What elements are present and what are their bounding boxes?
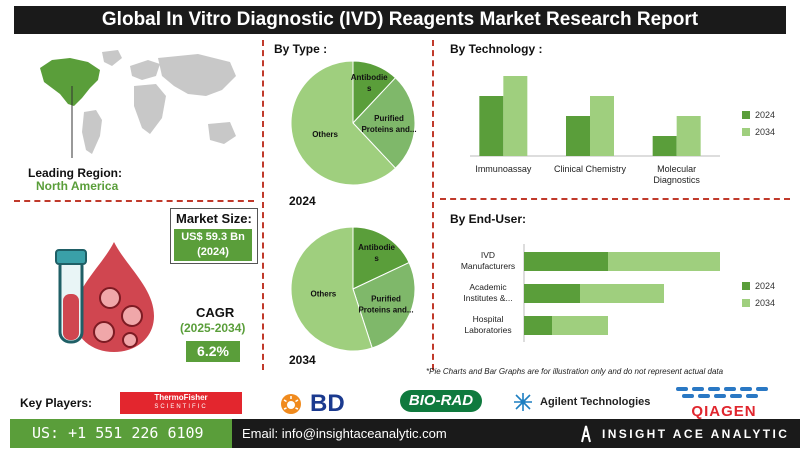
north-america-region bbox=[40, 58, 100, 106]
bd-logo: BD bbox=[280, 390, 345, 418]
greenland-region bbox=[102, 50, 122, 66]
technology-bar-chart: Immunoassay Clinical Chemistry Molecular Di… bbox=[470, 76, 720, 185]
x-tick-label: Molecular Diagnostics bbox=[653, 164, 700, 185]
cagr-value: 6.2% bbox=[186, 341, 240, 362]
pie-chart-2024: Antibodie s Purified Proteins and... Others bbox=[290, 60, 417, 186]
pie-slice-antibodies bbox=[352, 226, 410, 290]
footer-bar: Email: info@insightaceanalytic.com INSIG… bbox=[232, 419, 800, 448]
brand-name: INSIGHT ACE ANALYTIC bbox=[602, 427, 790, 441]
divider-left bbox=[14, 200, 254, 202]
brand-icon bbox=[581, 425, 591, 443]
bar-2034-clinical-chemistry bbox=[590, 96, 614, 156]
divider-vertical-1 bbox=[262, 40, 264, 370]
bar-2034-molecular-diagnostics bbox=[676, 116, 701, 156]
hbar-2034-hospital-laboratories bbox=[552, 316, 608, 335]
y-tick-label: Academic Institutes &... bbox=[463, 282, 512, 303]
key-players-label: Key Players: bbox=[20, 396, 93, 410]
biorad-logo: BIO-RAD bbox=[400, 390, 482, 412]
tech-legend: 2024 2034 bbox=[742, 110, 775, 137]
leading-region-value: North America bbox=[36, 179, 119, 193]
hbar-2024-academic-institutes bbox=[524, 284, 580, 303]
australia-region bbox=[208, 122, 236, 144]
qiagen-dots-icon bbox=[676, 387, 768, 398]
end-user-bar-chart: IVD Manufacturers Academic Institutes &... H… bbox=[461, 244, 720, 342]
cagr-period: (2025-2034) bbox=[180, 321, 246, 335]
x-tick-label: Clinical Chemistry bbox=[554, 164, 627, 174]
disclaimer-note: *Pie Charts and Bar Graphs are for illus… bbox=[426, 367, 724, 376]
pie-label: Others bbox=[312, 130, 338, 139]
y-tick-label: IVD Manufacturers bbox=[461, 250, 515, 271]
pie-slice-purified-proteins-and bbox=[352, 261, 416, 349]
bar-2034-immunoassay bbox=[503, 76, 528, 156]
legend-2024: 2024 bbox=[742, 110, 775, 120]
agilent-spark-icon bbox=[514, 393, 532, 411]
pie-label: Purified Proteins and... bbox=[361, 114, 416, 134]
y-tick-label: Hospital Laboratories bbox=[464, 314, 511, 335]
bar-2024-molecular-diagnostics bbox=[652, 136, 677, 156]
market-size-year: (2024) bbox=[197, 246, 229, 258]
leading-region-label: Leading Region: bbox=[28, 166, 122, 180]
market-size-label: Market Size: bbox=[176, 211, 252, 226]
pie-chart-2034: Antibodie s Purified Proteins and... Others bbox=[290, 226, 416, 352]
hbar-2024-ivd-manufacturers bbox=[524, 252, 608, 271]
pie-label: Purified Proteins and... bbox=[358, 294, 413, 314]
pie-slice-purified-proteins-and bbox=[352, 77, 416, 169]
bd-sun-icon bbox=[281, 394, 301, 414]
asia-region bbox=[158, 54, 236, 96]
market-size-value: US$ 59.3 Bn bbox=[181, 231, 245, 243]
pie-slice-others bbox=[290, 226, 373, 352]
hbar-2024-hospital-laboratories bbox=[524, 316, 552, 335]
europe-region bbox=[130, 60, 160, 80]
africa-region bbox=[134, 84, 166, 134]
by-type-title: By Type : bbox=[274, 42, 328, 56]
pie-2024-year: 2024 bbox=[289, 194, 316, 208]
pie-label: Antibodie s bbox=[358, 243, 395, 263]
x-tick-label: Immunoassay bbox=[475, 164, 532, 174]
legend-2024-enduser: 2024 bbox=[742, 281, 775, 291]
legend-2034: 2034 bbox=[742, 127, 775, 137]
pie-label: Others bbox=[310, 290, 336, 299]
south-america-region bbox=[82, 110, 102, 154]
enduser-legend: 2024 2034 bbox=[742, 281, 775, 308]
pie-slice-others bbox=[290, 60, 397, 186]
pie-label: Antibodie s bbox=[351, 73, 388, 93]
bar-2024-immunoassay bbox=[479, 96, 504, 156]
pie-2034-year: 2034 bbox=[289, 353, 316, 367]
thermofisher-logo: ThermoFisher SCIENTIFIC bbox=[120, 392, 242, 414]
page-title: Global In Vitro Diagnostic (IVD) Reagent… bbox=[14, 6, 786, 34]
hbar-2034-ivd-manufacturers bbox=[608, 252, 720, 271]
hbar-2034-academic-institutes bbox=[580, 284, 664, 303]
market-size-box: US$ 59.3 Bn (2024) bbox=[174, 229, 252, 261]
qiagen-logo: QIAGEN bbox=[672, 386, 776, 419]
phone-contact[interactable]: US: +1 551 226 6109 bbox=[10, 419, 232, 448]
email-contact[interactable]: Email: info@insightaceanalytic.com bbox=[242, 426, 447, 441]
cagr-label: CAGR bbox=[196, 305, 235, 320]
by-end-user-title: By End-User: bbox=[450, 212, 527, 226]
by-technology-title: By Technology : bbox=[450, 42, 543, 56]
market-size-frame bbox=[170, 208, 258, 264]
divider-vertical-2 bbox=[432, 40, 434, 370]
blood-test-icon bbox=[55, 242, 154, 352]
bar-2024-clinical-chemistry bbox=[566, 116, 590, 156]
agilent-logo: Agilent Technologies bbox=[512, 392, 650, 412]
world-map bbox=[40, 50, 236, 158]
divider-right bbox=[440, 198, 790, 200]
legend-2034-enduser: 2034 bbox=[742, 298, 775, 308]
